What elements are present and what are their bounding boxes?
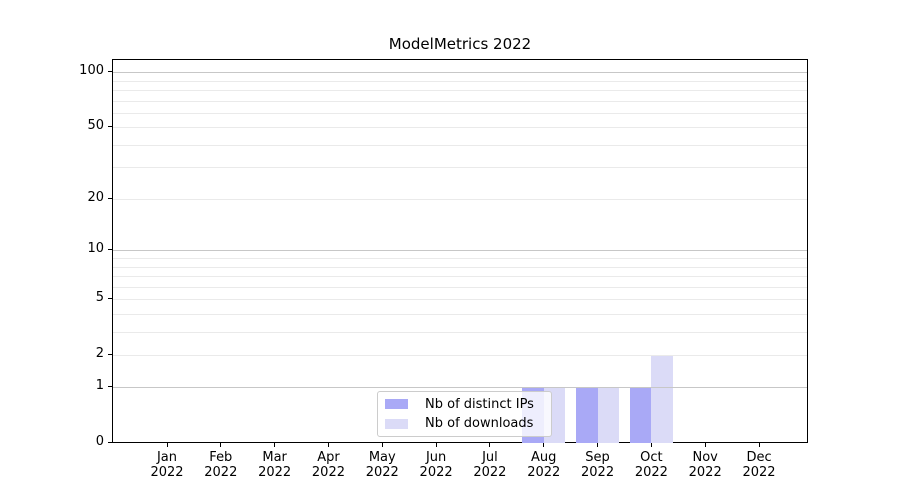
x-tick xyxy=(327,443,329,447)
y-tick-label: 10 xyxy=(87,241,104,257)
y-tick xyxy=(108,442,112,443)
x-tick-label: Dec 2022 xyxy=(742,450,776,480)
minor-gridline xyxy=(113,198,807,200)
y-tick-label: 0 xyxy=(95,434,104,449)
minor-gridline xyxy=(113,354,807,356)
x-tick-label: Nov 2022 xyxy=(688,450,722,480)
minor-gridline xyxy=(113,90,807,92)
y-tick xyxy=(108,126,112,128)
y-tick-label: 50 xyxy=(87,118,104,134)
y-tick xyxy=(108,249,112,251)
y-tick-label: 1 xyxy=(95,378,104,394)
major-gridline xyxy=(113,250,807,252)
x-tick xyxy=(166,443,168,447)
x-tick xyxy=(381,443,383,447)
x-tick-label: Aug 2022 xyxy=(527,450,561,480)
minor-gridline xyxy=(113,167,807,169)
legend-swatch-distinct-ips xyxy=(385,399,408,410)
minor-gridline xyxy=(113,313,807,315)
y-tick xyxy=(108,197,112,199)
legend-item: Nb of distinct IPs xyxy=(385,396,543,413)
legend-item: Nb of downloads xyxy=(385,416,543,433)
x-tick xyxy=(650,443,652,447)
minor-gridline xyxy=(113,331,807,333)
minor-gridline xyxy=(113,144,807,146)
minor-gridline xyxy=(113,127,807,129)
x-tick-label: Apr 2022 xyxy=(311,450,345,480)
bar-nb-of-distinct-ips-sep xyxy=(576,387,598,443)
minor-gridline xyxy=(113,80,807,82)
minor-gridline xyxy=(113,266,807,268)
x-tick xyxy=(543,443,545,447)
minor-gridline xyxy=(113,299,807,301)
x-tick-label: Sep 2022 xyxy=(581,450,615,480)
minor-gridline xyxy=(113,276,807,278)
legend-label: Nb of distinct IPs xyxy=(425,396,534,412)
x-tick xyxy=(435,443,437,447)
x-tick xyxy=(597,443,599,447)
y-tick xyxy=(108,386,112,388)
x-tick xyxy=(220,443,222,447)
legend-swatch-downloads xyxy=(385,418,408,429)
y-tick xyxy=(108,298,112,300)
x-tick-label: Jan 2022 xyxy=(150,450,184,480)
legend: Nb of distinct IPs Nb of downloads xyxy=(377,391,552,437)
x-tick xyxy=(274,443,276,447)
minor-gridline xyxy=(113,100,807,102)
y-tick-label: 5 xyxy=(95,290,104,306)
bar-nb-of-distinct-ips-oct xyxy=(629,387,652,443)
legend-label: Nb of downloads xyxy=(425,416,534,432)
y-tick-label: 2 xyxy=(95,345,104,361)
minor-gridline xyxy=(113,112,807,114)
y-tick-label: 20 xyxy=(87,189,104,205)
minor-gridline xyxy=(113,258,807,260)
major-gridline xyxy=(113,72,807,74)
x-tick-label: May 2022 xyxy=(365,450,399,480)
x-tick xyxy=(704,443,706,447)
major-gridline xyxy=(113,387,807,389)
chart-title: ModelMetrics 2022 xyxy=(388,35,532,53)
x-tick xyxy=(758,443,760,447)
bar-nb-of-downloads-oct xyxy=(651,354,673,443)
x-tick-label: Mar 2022 xyxy=(258,450,292,480)
x-tick-label: Jul 2022 xyxy=(473,450,507,480)
plot-area: Nb of distinct IPs Nb of downloads xyxy=(112,59,808,443)
bar-nb-of-downloads-sep xyxy=(597,387,620,443)
minor-gridline xyxy=(113,286,807,288)
x-tick xyxy=(489,443,491,447)
x-tick-label: Oct 2022 xyxy=(634,450,668,480)
x-tick-label: Jun 2022 xyxy=(419,450,453,480)
y-tick-label: 100 xyxy=(79,63,104,79)
y-tick xyxy=(108,71,112,73)
x-tick-label: Feb 2022 xyxy=(204,450,238,480)
y-tick xyxy=(108,353,112,355)
